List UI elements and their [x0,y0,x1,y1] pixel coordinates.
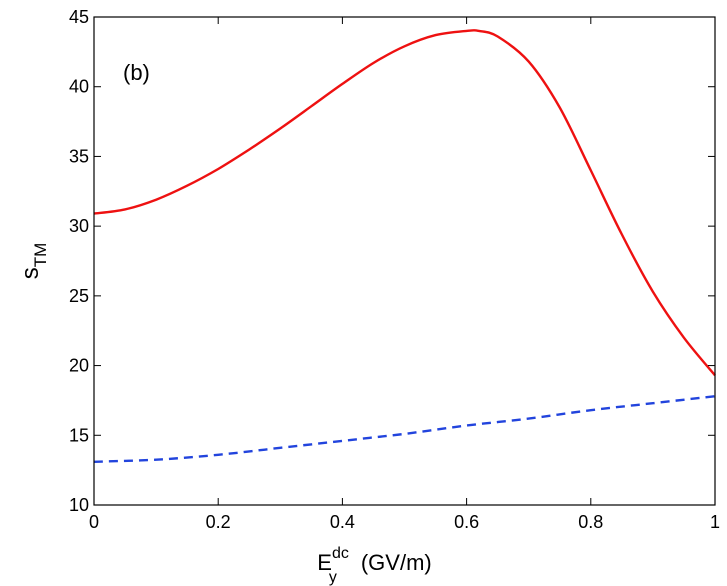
x-tick-label: 0.4 [330,512,355,532]
series-line-dashed-blue [93,395,716,463]
x-axis-label: Edc y (GV/m) [317,545,431,586]
y-tick-label: 25 [69,286,89,306]
x-tick-label: 0.2 [206,512,231,532]
y-tick-label: 10 [69,495,89,515]
x-axis-ticks [93,17,716,505]
y-axis-ticks [94,16,715,506]
x-axis-label-subscript: y [329,569,337,586]
x-axis-label-main: E [317,550,332,575]
series-line-solid-red [93,29,716,377]
y-tick-label: 20 [69,356,89,376]
y-axis-label-subscript: TM [31,243,50,268]
y-axis-tick-labels: 10 15 20 25 30 35 40 45 [69,7,89,515]
y-tick-label: 35 [69,146,89,166]
panel-annotation: (b) [123,60,150,85]
x-axis-tick-labels: 0 0.2 0.4 0.6 0.8 1 [89,512,720,532]
y-tick-label: 40 [69,77,89,97]
x-tick-label: 0.6 [454,512,479,532]
x-axis-label-superscript: dc [332,545,349,562]
y-tick-label: 15 [69,425,89,445]
plot-series [93,29,716,463]
x-tick-label: 0.8 [578,512,603,532]
plot-frame [93,16,716,506]
x-axis-label-units: (GV/m) [361,550,432,575]
y-axis-label: sTM [17,243,50,280]
y-tick-label: 45 [69,7,89,27]
y-tick-label: 30 [69,216,89,236]
x-tick-label: 1 [710,512,720,532]
y-axis-label-main: s [17,267,44,279]
x-tick-label: 0 [89,512,99,532]
